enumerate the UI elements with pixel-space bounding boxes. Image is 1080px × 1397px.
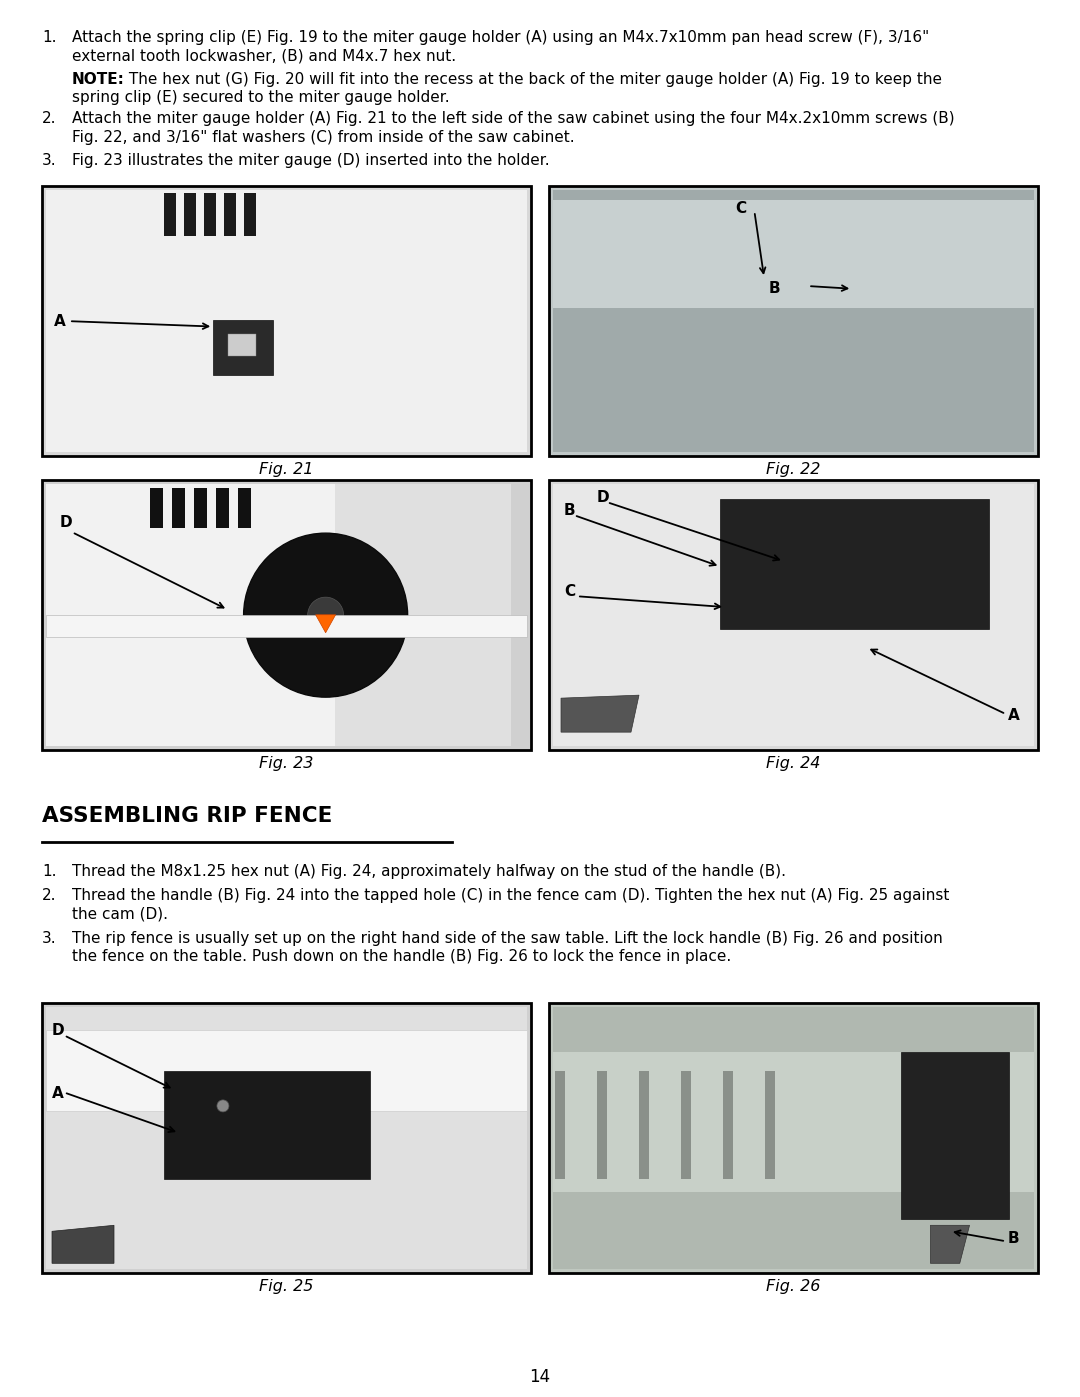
- Polygon shape: [931, 1225, 970, 1263]
- Text: B: B: [564, 503, 576, 518]
- Bar: [46, 615, 527, 637]
- Text: Fig. 21: Fig. 21: [259, 462, 313, 478]
- Text: NOTE:: NOTE:: [72, 71, 125, 87]
- Text: Thread the M8x1.25 hex nut (A) Fig. 24, approximately halfway on the stud of the: Thread the M8x1.25 hex nut (A) Fig. 24, …: [72, 865, 786, 879]
- Bar: [244, 193, 256, 236]
- Text: D: D: [52, 1023, 65, 1038]
- Text: 1.: 1.: [42, 29, 56, 45]
- Text: Fig. 23 illustrates the miter gauge (D) inserted into the holder.: Fig. 23 illustrates the miter gauge (D) …: [72, 154, 550, 168]
- Bar: [553, 200, 1034, 307]
- Bar: [597, 1070, 607, 1179]
- Bar: [42, 186, 531, 457]
- Text: ASSEMBLING RIP FENCE: ASSEMBLING RIP FENCE: [42, 806, 333, 826]
- Text: 2.: 2.: [42, 112, 56, 126]
- Text: spring clip (E) secured to the miter gauge holder.: spring clip (E) secured to the miter gau…: [72, 91, 449, 105]
- Bar: [164, 193, 176, 236]
- Bar: [238, 488, 251, 528]
- Text: Thread the handle (B) Fig. 24 into the tapped hole (C) in the fence cam (D). Tig: Thread the handle (B) Fig. 24 into the t…: [72, 888, 949, 904]
- Text: B: B: [769, 281, 781, 296]
- Bar: [639, 1070, 649, 1179]
- Bar: [149, 488, 163, 528]
- Bar: [901, 1052, 1009, 1220]
- Bar: [213, 320, 273, 376]
- Text: C: C: [564, 584, 576, 599]
- Bar: [46, 485, 339, 746]
- Bar: [228, 334, 256, 356]
- Circle shape: [217, 1099, 229, 1112]
- Text: A: A: [54, 314, 66, 328]
- Text: Fig. 26: Fig. 26: [767, 1280, 821, 1294]
- Bar: [553, 485, 1034, 746]
- Bar: [549, 186, 1038, 457]
- Bar: [46, 1007, 527, 1270]
- Bar: [193, 488, 206, 528]
- Bar: [549, 1003, 1038, 1273]
- Bar: [681, 1070, 691, 1179]
- Text: the fence on the table. Push down on the handle (B) Fig. 26 to lock the fence in: the fence on the table. Push down on the…: [72, 949, 731, 964]
- Polygon shape: [561, 696, 639, 732]
- Text: Fig. 23: Fig. 23: [259, 756, 313, 771]
- Bar: [46, 190, 527, 453]
- Bar: [204, 193, 216, 236]
- Bar: [42, 1003, 531, 1273]
- Text: Fig. 22, and 3/16" flat washers (C) from inside of the saw cabinet.: Fig. 22, and 3/16" flat washers (C) from…: [72, 130, 575, 145]
- Text: the cam (D).: the cam (D).: [72, 907, 168, 922]
- Text: A: A: [52, 1085, 64, 1101]
- Bar: [172, 488, 185, 528]
- Text: B: B: [1008, 1231, 1020, 1246]
- Text: 3.: 3.: [42, 930, 56, 946]
- Text: The rip fence is usually set up on the right hand side of the saw table. Lift th: The rip fence is usually set up on the r…: [72, 930, 943, 946]
- Polygon shape: [315, 615, 336, 633]
- Bar: [336, 485, 512, 746]
- Text: A: A: [1008, 708, 1020, 724]
- Text: 3.: 3.: [42, 154, 56, 168]
- Bar: [765, 1070, 775, 1179]
- Bar: [553, 1052, 1034, 1192]
- Bar: [723, 1070, 733, 1179]
- Bar: [553, 190, 1034, 453]
- Text: 1.: 1.: [42, 865, 56, 879]
- Circle shape: [244, 534, 407, 697]
- Text: D: D: [597, 490, 609, 506]
- Bar: [185, 193, 197, 236]
- Text: Attach the miter gauge holder (A) Fig. 21 to the left side of the saw cabinet us: Attach the miter gauge holder (A) Fig. 2…: [72, 112, 955, 126]
- Text: Fig. 24: Fig. 24: [767, 756, 821, 771]
- Bar: [553, 1007, 1034, 1270]
- Circle shape: [308, 597, 343, 633]
- Text: Fig. 22: Fig. 22: [767, 462, 821, 478]
- Text: 14: 14: [529, 1368, 551, 1386]
- Bar: [555, 1070, 565, 1179]
- Bar: [225, 193, 237, 236]
- Bar: [42, 481, 531, 750]
- Bar: [46, 1031, 527, 1111]
- Text: Attach the spring clip (E) Fig. 19 to the miter gauge holder (A) using an M4x.7x: Attach the spring clip (E) Fig. 19 to th…: [72, 29, 929, 45]
- Text: external tooth lockwasher, (B) and M4x.7 hex nut.: external tooth lockwasher, (B) and M4x.7…: [72, 49, 456, 63]
- Text: D: D: [60, 514, 72, 529]
- Text: C: C: [734, 201, 746, 215]
- Bar: [549, 481, 1038, 750]
- Text: The hex nut (G) Fig. 20 will fit into the recess at the back of the miter gauge : The hex nut (G) Fig. 20 will fit into th…: [124, 71, 942, 87]
- Bar: [164, 1070, 369, 1179]
- Text: 2.: 2.: [42, 888, 56, 904]
- Bar: [720, 499, 989, 629]
- Polygon shape: [52, 1225, 114, 1263]
- Text: Fig. 25: Fig. 25: [259, 1280, 313, 1294]
- Bar: [216, 488, 229, 528]
